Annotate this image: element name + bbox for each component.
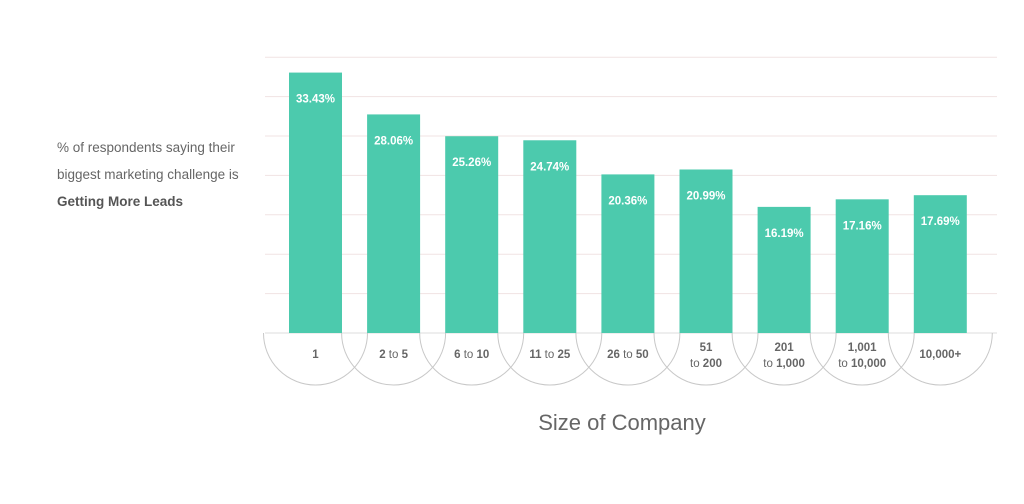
bar	[601, 174, 655, 333]
category-tick-label: to 1,000	[763, 358, 805, 370]
bar	[757, 206, 811, 333]
caption-highlight: Getting More Leads	[57, 194, 184, 209]
category-tick-label: 11 to 25	[529, 349, 571, 361]
category-arc	[497, 332, 603, 386]
chart-caption: % of respondents saying their biggest ma…	[57, 134, 267, 215]
bar	[523, 140, 577, 333]
category-tick-label: 6 to 10	[454, 349, 489, 361]
category-arc	[263, 332, 368, 386]
category-tick-label: 26 to 50	[607, 349, 649, 361]
category-arc	[653, 332, 759, 386]
bar-value-label: 20.36%	[608, 195, 647, 207]
x-axis-label: Size of Company	[538, 410, 706, 435]
category-tick-label: to 10,000	[838, 358, 886, 370]
bar-value-label: 25.26%	[452, 157, 491, 169]
bar-value-label: 17.16%	[843, 220, 882, 232]
bar	[289, 72, 342, 334]
category-arc	[887, 332, 993, 386]
category-arc	[341, 332, 447, 386]
bar	[367, 114, 421, 333]
caption-line-1: % of respondents saying their	[57, 140, 235, 155]
category-tick-label: 201	[775, 342, 795, 354]
bar-value-label: 24.74%	[530, 161, 569, 173]
bar	[913, 195, 967, 333]
category-arc	[809, 332, 915, 386]
category-tick-label: 51	[700, 342, 713, 354]
bar	[835, 199, 889, 333]
category-tick-label: 2 to 5	[379, 349, 408, 361]
category-arc	[419, 332, 525, 386]
bar-value-label: 28.06%	[374, 135, 413, 147]
category-tick-label: 1	[312, 349, 319, 361]
category-tick-label: to 200	[690, 358, 722, 370]
bar-value-label: 17.69%	[921, 216, 960, 228]
category-arc	[575, 332, 681, 386]
bar	[445, 136, 499, 333]
caption-line-2: biggest marketing challenge is	[57, 167, 239, 182]
category-tick-label: 10,000+	[919, 349, 961, 361]
category-tick-label: 1,001	[848, 342, 877, 354]
bar-value-label: 16.19%	[765, 228, 804, 240]
category-arc	[731, 332, 837, 386]
bar-value-label: 20.99%	[686, 190, 725, 202]
bar	[679, 169, 733, 333]
bar-value-label: 33.43%	[296, 94, 335, 106]
